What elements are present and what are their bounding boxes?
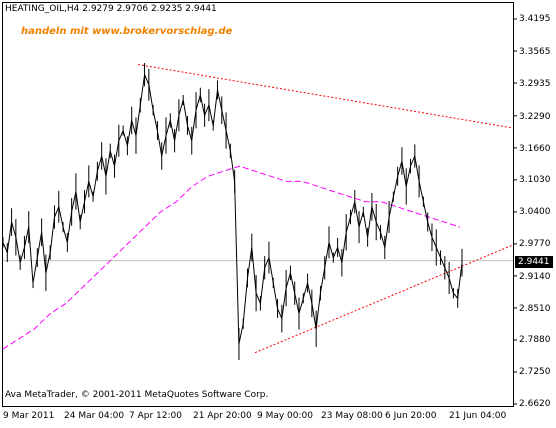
price-tick: 3.1660 (519, 144, 551, 154)
price-tick: 2.9770 (519, 239, 551, 249)
price-tick: 3.3565 (519, 47, 551, 57)
price-tick: 3.0400 (519, 207, 551, 217)
time-tick: 6 Jun 20:00 (385, 411, 437, 421)
symbol-header: HEATING_OIL,H4 2.9279 2.9706 2.9235 2.94… (5, 4, 217, 14)
upper-trendline (137, 63, 514, 129)
time-tick: 23 May 08:00 (321, 411, 383, 421)
time-tick: 7 Apr 12:00 (129, 411, 182, 421)
time-tick: 24 Mar 04:00 (64, 411, 125, 421)
price-tick: 2.7250 (519, 367, 551, 377)
price-tick: 2.7880 (519, 335, 551, 345)
current-price-tag: 2.9441 (515, 256, 553, 268)
price-tick: 2.8510 (519, 304, 551, 314)
price-tick: 3.4195 (519, 14, 551, 24)
plot-area[interactable] (2, 2, 514, 407)
time-tick: 21 Jun 04:00 (449, 411, 507, 421)
watermark-text: handeln mit www.brokervorschlag.de (21, 26, 233, 37)
time-tick: 9 Mar 2011 (3, 411, 55, 421)
lower-trendline (254, 244, 514, 354)
moving-average-line (2, 165, 461, 350)
time-tick: 21 Apr 20:00 (193, 411, 252, 421)
price-tick: 3.2935 (519, 79, 551, 89)
price-tick: 2.9140 (519, 272, 551, 282)
price-tick: 3.2290 (519, 112, 551, 122)
price-tick: 3.1030 (519, 175, 551, 185)
copyright-text: Ava MetaTrader, © 2001-2011 MetaQuotes S… (5, 390, 269, 400)
price-series-line (2, 72, 463, 345)
time-tick: 9 May 00:00 (257, 411, 313, 421)
price-tick: 2.6620 (519, 399, 551, 409)
